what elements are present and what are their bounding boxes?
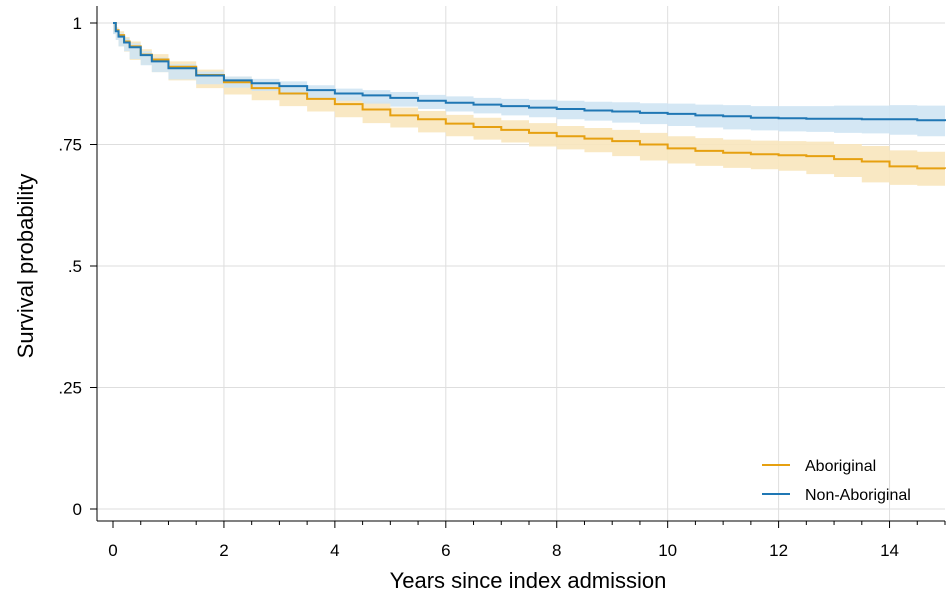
ci-band-aboriginal <box>113 23 945 186</box>
y-tick-label: .75 <box>58 136 82 155</box>
x-tick-label: 0 <box>108 541 117 560</box>
survival-curves <box>113 22 946 170</box>
y-tick-label: .5 <box>68 257 82 276</box>
x-tick-label: 6 <box>441 541 450 560</box>
x-tick-label: 4 <box>330 541 339 560</box>
survival-curve-non-aboriginal <box>113 22 946 122</box>
x-tick-label: 2 <box>219 541 228 560</box>
x-tick-label: 12 <box>769 541 788 560</box>
gridlines <box>97 6 945 521</box>
x-tick-label: 10 <box>658 541 677 560</box>
ci-band-non-aboriginal <box>113 23 945 137</box>
legend-label-non-aboriginal: Non-Aboriginal <box>805 487 911 504</box>
x-tick-label: 8 <box>552 541 561 560</box>
confidence-bands <box>113 23 945 186</box>
y-axis-title: Survival probability <box>13 174 38 359</box>
y-tick-label: 0 <box>73 500 82 519</box>
y-tick-label: .25 <box>58 379 82 398</box>
legend-label-aboriginal: Aboriginal <box>805 458 876 475</box>
x-tick-label: 14 <box>880 541 899 560</box>
legend: Aboriginal Non-Aboriginal <box>762 458 911 504</box>
y-tick-label: 1 <box>73 14 82 33</box>
x-axis-title: Years since index admission <box>390 568 667 592</box>
